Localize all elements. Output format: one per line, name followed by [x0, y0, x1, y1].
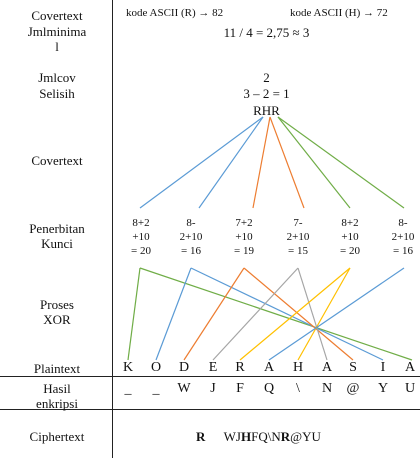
cipher-prefix: R — [196, 429, 206, 444]
key-5-line-3: = 20 — [340, 245, 360, 257]
plain-letter: E — [208, 360, 218, 375]
ascii-h-label: kode ASCII (H) → 72 — [290, 7, 388, 19]
line-r-key2 — [198, 116, 264, 209]
line-r-key5 — [277, 116, 351, 209]
label-covertext-2: Covertext — [31, 153, 83, 168]
cipher-letter: _ — [152, 382, 160, 397]
column-divider — [112, 0, 113, 458]
label-covertext: Covertext — [31, 8, 83, 23]
key-2-line-1: 8- — [186, 217, 196, 229]
key-1: 8+2 +10 = 20 — [124, 216, 158, 258]
selisih-value: 3 – 2 = 1 — [243, 86, 290, 101]
key-4-line-2: 2+10 — [286, 231, 310, 243]
line-key6-a — [268, 267, 405, 361]
key-6-line-2: 2+10 — [391, 231, 415, 243]
cipher-bold-r: R — [280, 429, 291, 444]
line-key1-k — [127, 267, 141, 361]
cipher-letter: Y — [377, 381, 389, 396]
line-key5-h — [297, 267, 351, 361]
line-h-key3 — [252, 116, 271, 209]
label-penerbitan-kunci: Penerbitan Kunci — [29, 221, 85, 251]
cipher-letter: \ — [296, 381, 300, 396]
plain-letter: A — [263, 360, 275, 375]
cipher-letter: N — [321, 381, 333, 396]
label-hasil-enkripsi: Hasil enkripsi — [36, 381, 78, 411]
cipher-letter: F — [236, 381, 244, 396]
jmlminimal-value: 11 / 4 = 2,75 ≈ 3 — [223, 25, 310, 40]
line-r-key1 — [139, 116, 264, 209]
key-2-line-3: = 16 — [181, 245, 201, 257]
cipher-letter: U — [404, 381, 416, 396]
key-1-line-2: +10 — [132, 231, 150, 243]
key-3-line-3: = 19 — [234, 245, 254, 257]
line-key3-d — [183, 267, 245, 361]
key-1-line-3: = 20 — [131, 245, 151, 257]
key-4-line-1: 7- — [293, 217, 303, 229]
line-key5-r — [239, 267, 351, 361]
line-key2-i — [190, 267, 384, 361]
cipher-letter: J — [210, 381, 216, 396]
label-plaintext: Plaintext — [33, 361, 81, 376]
cipher-part-2: FQ\N — [251, 429, 281, 444]
line-key4-a — [297, 267, 328, 361]
key-6-line-1: 8- — [398, 217, 408, 229]
plain-letter: A — [321, 360, 333, 375]
row-divider-plaintext — [0, 376, 420, 377]
plain-letter: A — [404, 360, 416, 375]
key-3-line-1: 7+2 — [235, 217, 253, 229]
cipher-bold-h: H — [241, 429, 252, 444]
line-h-key4 — [269, 116, 305, 209]
key-6: 8- 2+10 = 16 — [386, 216, 420, 258]
key-2: 8- 2+10 = 16 — [174, 216, 208, 258]
plain-letter: H — [292, 360, 304, 375]
cipher-part-3: @YU — [290, 429, 321, 444]
cipher-letter: _ — [124, 382, 132, 397]
plain-letter: D — [178, 360, 190, 375]
key-text-rhr: RHR — [253, 103, 280, 118]
ascii-r-label: kode ASCII (R) → 82 — [126, 7, 224, 19]
plain-letter: S — [349, 360, 357, 375]
label-jmlcov: Jmlcov — [38, 70, 76, 85]
key-4-line-3: = 15 — [288, 245, 308, 257]
plain-letter: O — [150, 360, 162, 375]
key-1-line-1: 8+2 — [132, 217, 150, 229]
key-3: 7+2 +10 = 19 — [227, 216, 261, 258]
ciphertext-value: R WJHFQ\NR@YU — [196, 429, 321, 445]
label-jmlminimal: Jmlminima l — [27, 24, 87, 54]
cipher-letter: @ — [346, 381, 360, 396]
line-key2-o — [155, 267, 192, 361]
key-3-line-2: +10 — [235, 231, 253, 243]
plain-letter: K — [122, 360, 134, 375]
cipher-letter: Q — [263, 381, 275, 396]
label-selisih: Selisih — [39, 86, 75, 101]
line-key3-s — [243, 267, 354, 361]
label-ciphertext: Ciphertext — [29, 429, 85, 444]
label-proses-xor: Proses XOR — [40, 297, 74, 327]
line-key1-a — [139, 267, 413, 361]
key-5-line-1: 8+2 — [341, 217, 359, 229]
key-5: 8+2 +10 = 20 — [333, 216, 367, 258]
key-6-line-3: = 16 — [393, 245, 413, 257]
line-r-key6 — [277, 116, 405, 209]
key-4: 7- 2+10 = 15 — [281, 216, 315, 258]
key-5-line-2: +10 — [341, 231, 359, 243]
plain-letter: R — [235, 360, 245, 375]
line-key4-e — [212, 267, 299, 361]
jmlcov-value: 2 — [263, 70, 270, 85]
row-divider-hasil — [0, 409, 420, 410]
cipher-letter: W — [177, 381, 191, 396]
plain-letter: I — [380, 360, 386, 375]
cipher-part-1: WJ — [223, 429, 241, 444]
key-2-line-2: 2+10 — [179, 231, 203, 243]
